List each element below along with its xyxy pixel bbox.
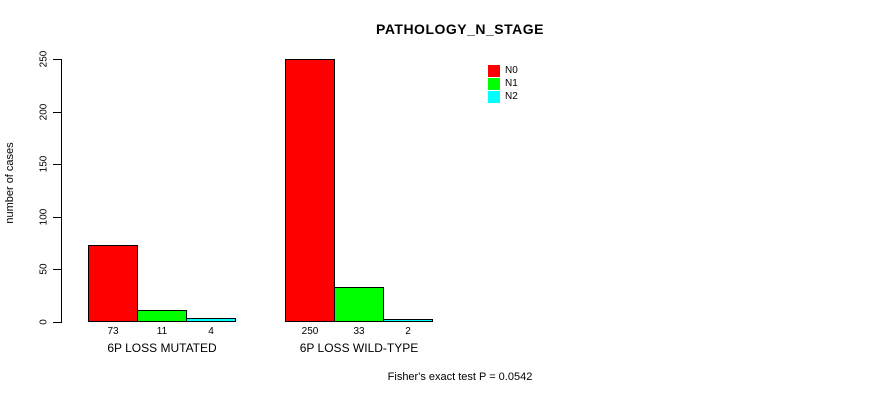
y-axis-line [61, 59, 62, 323]
y-tick-mark [53, 112, 61, 113]
legend-swatch-n2 [488, 90, 500, 103]
bar-n1-group2 [334, 287, 384, 322]
bar-value-label: 250 [301, 326, 319, 337]
bar-value-label: 33 [353, 326, 365, 337]
legend-swatch-n0 [488, 64, 500, 77]
legend-item-n0: N0 [488, 64, 518, 77]
legend: N0 N1 N2 [488, 64, 518, 103]
legend-item-n2: N2 [488, 90, 518, 103]
group-label: 6P LOSS WILD-TYPE [299, 341, 419, 355]
bar-n1-group1 [137, 310, 187, 322]
group-label: 6P LOSS MUTATED [107, 341, 217, 355]
legend-item-n1: N1 [488, 77, 518, 90]
y-tick-mark [53, 322, 61, 323]
footer-annotation: Fisher's exact test P = 0.0542 [387, 371, 533, 383]
bar-n2-group2 [383, 319, 433, 322]
bar-value-label: 73 [107, 326, 119, 337]
legend-label: N0 [505, 65, 518, 76]
y-tick-mark [53, 164, 61, 165]
y-tick-label: 50 [38, 263, 50, 275]
legend-label: N2 [505, 91, 518, 102]
y-tick-mark [53, 59, 61, 60]
y-tick-mark [53, 269, 61, 270]
y-tick-label: 150 [38, 155, 50, 173]
y-tick-label: 0 [38, 319, 50, 325]
y-axis-title: number of cases [4, 142, 16, 224]
bar-n2-group1 [186, 318, 236, 322]
bar-value-label: 2 [405, 326, 411, 337]
y-tick-label: 200 [38, 103, 50, 121]
legend-label: N1 [505, 78, 518, 89]
legend-swatch-n1 [488, 77, 500, 90]
bar-value-label: 11 [156, 326, 168, 337]
y-tick-mark [53, 217, 61, 218]
bar-n0-group2 [285, 59, 335, 322]
bar-value-label: 4 [208, 326, 214, 337]
bar-n0-group1 [88, 245, 138, 322]
y-tick-label: 100 [38, 208, 50, 226]
y-tick-label: 250 [38, 50, 50, 68]
chart-title: PATHOLOGY_N_STAGE [376, 21, 544, 37]
